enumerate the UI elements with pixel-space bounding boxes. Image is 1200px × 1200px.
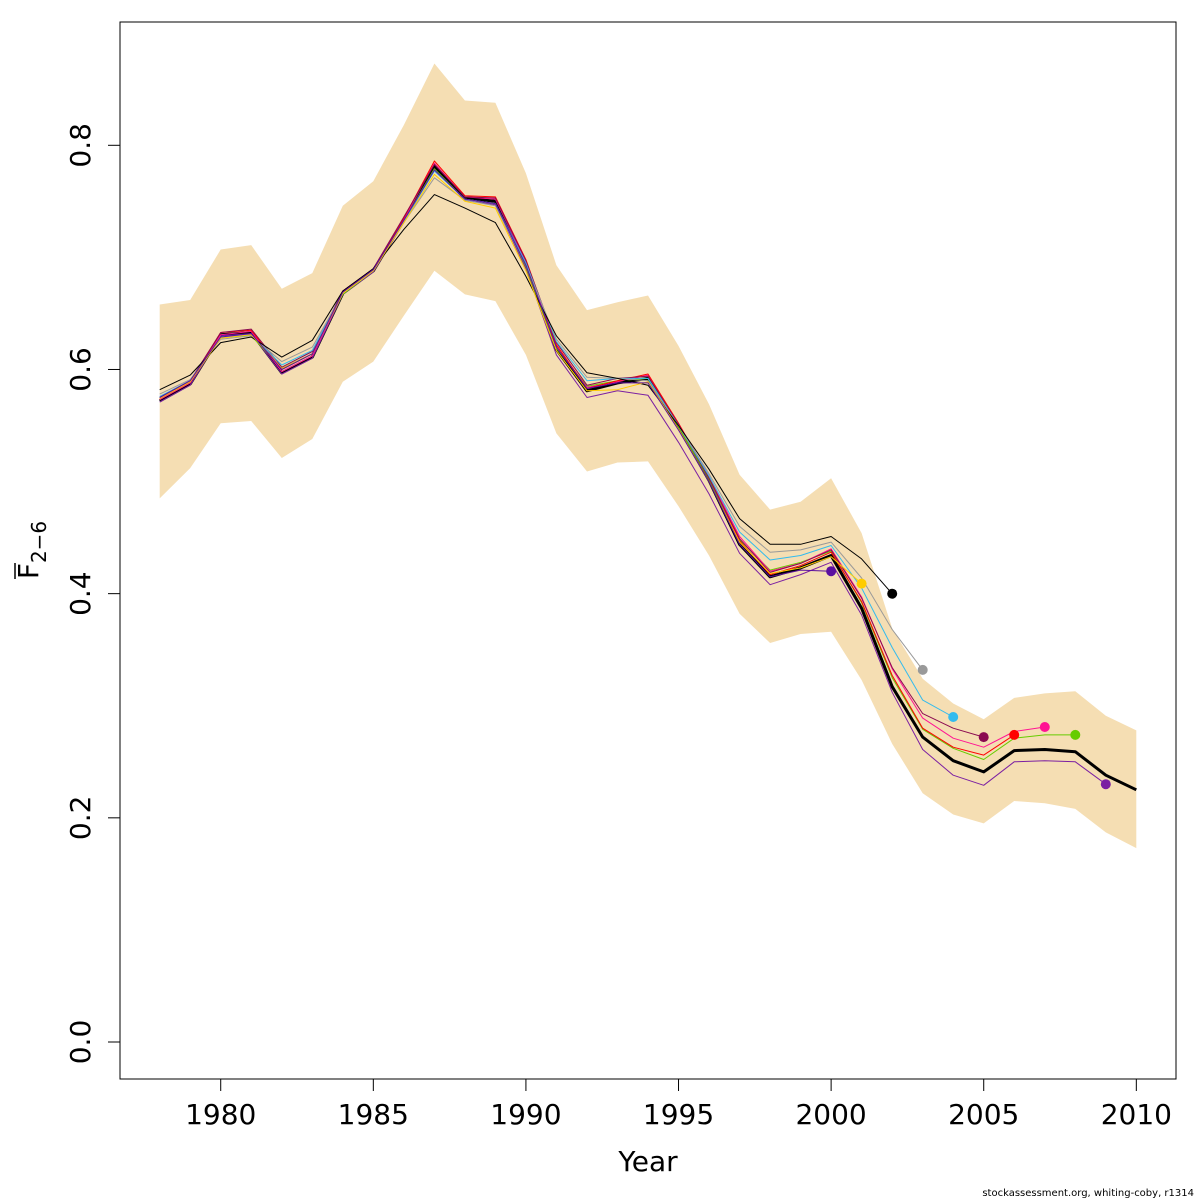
series-line-6: [159, 170, 954, 718]
x-axis: 1980 1985 1990 1995 2000 2005 2010: [185, 1078, 1172, 1131]
terminal-point-2: [1070, 729, 1081, 740]
y-tick-label: 0.4: [64, 571, 97, 616]
confidence-band-layer: [159, 63, 1137, 849]
terminal-point-6: [948, 712, 959, 722]
terminal-points-layer: [826, 566, 1111, 790]
y-tick-label: 0.6: [64, 347, 97, 392]
confidence-band: [159, 63, 1137, 849]
plot-frame: [119, 21, 1177, 1080]
y-axis-title-subscript: 2−6: [27, 521, 51, 563]
terminal-point-10: [826, 566, 837, 577]
series-line-5: [159, 163, 984, 738]
x-tick-label: 2010: [1101, 1098, 1172, 1131]
svg-text:F2−6: F2−6: [12, 521, 51, 579]
x-axis-title: Year: [617, 1145, 678, 1178]
series-layer: [158, 160, 1137, 792]
y-axis-title: F2−6: [12, 521, 51, 579]
y-axis-title-main: F: [12, 563, 45, 579]
series-line-10: [159, 169, 832, 578]
y-tick-label: 0.0: [64, 1020, 97, 1065]
x-tick-label: 2000: [795, 1098, 866, 1131]
terminal-point-5: [978, 732, 989, 743]
x-tick-label: 1985: [338, 1098, 409, 1131]
terminal-point-1: [1100, 779, 1111, 790]
series-line-7: [159, 177, 924, 671]
terminal-point-8: [887, 588, 898, 599]
terminal-point-7: [917, 664, 928, 675]
x-tick-label: 1995: [643, 1098, 714, 1131]
y-tick-label: 0.8: [64, 123, 97, 168]
x-tick-label: 1990: [490, 1098, 561, 1131]
x-tick-label: 1980: [185, 1098, 256, 1131]
terminal-point-3: [1039, 722, 1050, 732]
terminal-point-4: [1009, 729, 1020, 740]
series-line-2: [159, 168, 1076, 760]
terminal-point-9: [856, 578, 867, 589]
x-tick-label: 2005: [948, 1098, 1019, 1131]
y-tick-label: 0.2: [64, 796, 97, 841]
series-line-8: [159, 194, 893, 595]
series-line-0: [158, 165, 1137, 792]
y-axis: 0.0 0.2 0.4 0.6 0.8: [64, 123, 121, 1065]
credit-text: stockassessment.org, whiting-coby, r1314: [982, 1188, 1194, 1199]
series-line-1: [159, 168, 1107, 786]
